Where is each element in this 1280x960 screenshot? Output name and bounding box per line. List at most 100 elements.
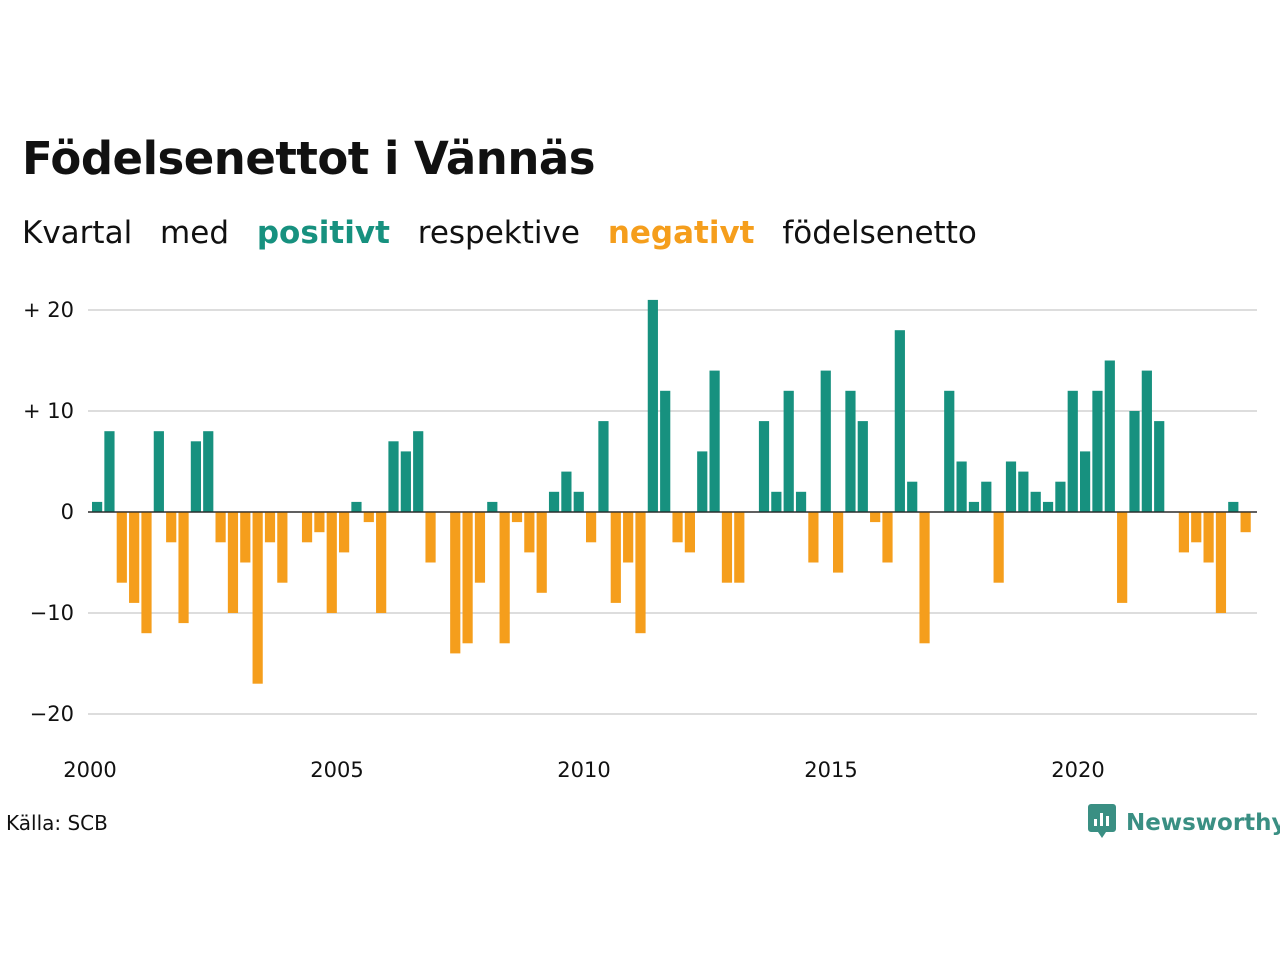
bar bbox=[586, 512, 597, 543]
chart-subtitle: Kvartal med positivt respektive negativt… bbox=[22, 215, 995, 251]
bar bbox=[363, 512, 374, 523]
bar bbox=[598, 421, 609, 512]
bar bbox=[721, 512, 733, 583]
bar bbox=[339, 512, 350, 553]
bar bbox=[1042, 501, 1054, 512]
bar bbox=[1240, 512, 1251, 533]
bar bbox=[400, 451, 411, 512]
bar bbox=[993, 512, 1004, 583]
bar bbox=[1018, 471, 1029, 512]
bar bbox=[474, 512, 486, 583]
bar bbox=[833, 512, 844, 573]
bar bbox=[425, 512, 436, 563]
bar bbox=[845, 390, 856, 512]
bar bbox=[536, 512, 547, 593]
bar bbox=[561, 471, 572, 512]
bar bbox=[1154, 421, 1165, 512]
bar bbox=[190, 441, 201, 512]
bar bbox=[1055, 481, 1066, 512]
x-tick-label: 2015 bbox=[804, 758, 857, 782]
x-tick-label: 2020 bbox=[1051, 758, 1104, 782]
bar bbox=[511, 512, 523, 523]
bar bbox=[610, 512, 621, 603]
subtitle-respektive: respektive bbox=[417, 215, 580, 251]
bar bbox=[919, 512, 930, 644]
subtitle-positive: positivt bbox=[256, 215, 390, 251]
bar bbox=[771, 491, 782, 512]
bar bbox=[968, 501, 980, 512]
bar bbox=[524, 512, 535, 553]
bar bbox=[647, 299, 658, 512]
bar bbox=[326, 512, 337, 613]
bar bbox=[870, 512, 881, 523]
bar bbox=[808, 512, 819, 563]
y-tick-label: + 10 bbox=[23, 399, 74, 423]
bar bbox=[215, 512, 226, 543]
bar bbox=[944, 390, 955, 512]
subtitle-negative: negativt bbox=[607, 215, 755, 251]
chart-title: Födelsenettot i Vännäs bbox=[22, 132, 596, 185]
bar bbox=[1080, 451, 1091, 512]
bar bbox=[635, 512, 646, 634]
bar bbox=[1092, 390, 1103, 512]
bar bbox=[981, 481, 992, 512]
subtitle-med: med bbox=[160, 215, 229, 251]
x-tick-label: 2000 bbox=[63, 758, 116, 782]
y-tick-label: −10 bbox=[30, 601, 74, 625]
bar bbox=[956, 461, 967, 512]
bar bbox=[301, 512, 313, 543]
bar bbox=[1141, 370, 1152, 512]
bar bbox=[240, 512, 251, 563]
bar bbox=[277, 512, 288, 583]
bar bbox=[314, 512, 325, 533]
bar bbox=[376, 512, 387, 613]
bar bbox=[709, 370, 720, 512]
bar bbox=[487, 501, 498, 512]
bar bbox=[1129, 411, 1140, 512]
bar bbox=[1203, 512, 1214, 563]
bar bbox=[758, 421, 770, 512]
bar bbox=[672, 512, 683, 543]
x-tick-label: 2010 bbox=[557, 758, 610, 782]
bar bbox=[907, 481, 918, 512]
bar bbox=[351, 501, 362, 512]
bar bbox=[734, 512, 745, 583]
bar bbox=[413, 431, 424, 512]
bar bbox=[1067, 390, 1078, 512]
bar bbox=[178, 512, 189, 624]
bar bbox=[450, 512, 461, 654]
y-tick-label: 0 bbox=[61, 500, 74, 524]
bar bbox=[227, 512, 239, 613]
x-tick-label: 2005 bbox=[310, 758, 363, 782]
bar bbox=[623, 512, 634, 563]
bar bbox=[116, 512, 127, 583]
bar bbox=[1215, 512, 1227, 613]
y-tick-label: + 20 bbox=[23, 298, 74, 322]
bar bbox=[894, 330, 905, 512]
bar bbox=[820, 370, 831, 512]
bar bbox=[92, 501, 103, 512]
bar bbox=[104, 431, 115, 512]
newsworthy-logo-icon bbox=[1088, 804, 1116, 842]
bar bbox=[1030, 491, 1041, 512]
bar bbox=[684, 512, 695, 553]
brand-logo: Newsworthy bbox=[1088, 804, 1280, 842]
bar bbox=[203, 431, 214, 512]
bar bbox=[882, 512, 893, 563]
bar bbox=[499, 512, 510, 644]
bar bbox=[462, 512, 473, 644]
bar bbox=[660, 390, 671, 512]
y-tick-label: −20 bbox=[30, 702, 74, 726]
bar bbox=[252, 512, 263, 684]
source-note: Källa: SCB bbox=[6, 811, 108, 835]
bar bbox=[264, 512, 276, 543]
bar bbox=[548, 491, 560, 512]
subtitle-kvartal: Kvartal bbox=[22, 215, 133, 251]
bar bbox=[166, 512, 177, 543]
bar-chart: + 20 + 10 0 −10 −20 2000 2005 2010 2015 2020 bbox=[23, 298, 1257, 782]
bar bbox=[129, 512, 140, 603]
bar bbox=[857, 421, 868, 512]
bar bbox=[1005, 461, 1017, 512]
bar bbox=[573, 491, 584, 512]
bar bbox=[783, 390, 794, 512]
